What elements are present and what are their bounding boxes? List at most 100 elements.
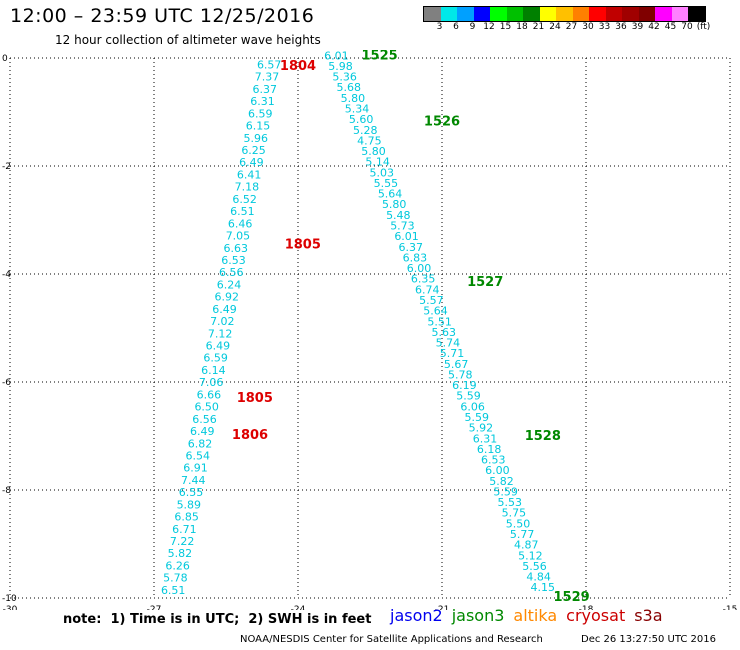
wave-height-value: 5.14: [365, 156, 390, 169]
satellite-legend: jason2 jason3 altika cryosat s3a: [390, 606, 672, 625]
y-tick-label: -6: [2, 378, 11, 388]
x-tick-label: -30: [3, 605, 18, 610]
color-scale-swatch: [605, 7, 622, 21]
wave-height-value: 5.64: [423, 305, 448, 318]
color-scale-swatch: [539, 7, 556, 21]
wave-height-value: 4.84: [526, 571, 551, 584]
wave-height-value: 6.31: [473, 432, 498, 445]
wave-height-value: 5.59: [493, 485, 518, 498]
color-scale-label: (ft): [696, 22, 711, 32]
satellite-legend-item: cryosat: [566, 606, 626, 625]
color-scale-swatch: [457, 7, 474, 21]
color-scale-label: 30: [582, 22, 594, 32]
wave-height-value: 6.59: [248, 107, 273, 120]
wave-height-value: 6.66: [197, 388, 222, 401]
wave-height-value: 5.48: [386, 209, 411, 222]
wave-height-value: 5.73: [390, 220, 415, 233]
wave-height-value: 5.77: [510, 528, 535, 541]
color-scale-swatch: [473, 7, 490, 21]
wave-height-value: 5.64: [378, 188, 403, 201]
color-scale-label: 6: [453, 22, 459, 32]
wave-height-value: 5.36: [332, 71, 357, 84]
color-scale-label: 36: [615, 22, 627, 32]
color-scale-label: 45: [664, 22, 677, 32]
pass-time-label: 1525: [362, 50, 398, 63]
wave-height-value: 7.18: [235, 181, 260, 194]
wave-height-value: 5.12: [518, 549, 543, 562]
wave-height-value: 5.63: [431, 326, 456, 339]
wave-height-value: 6.01: [394, 230, 419, 243]
altimeter-plot: -30 -27 -24 -21 -18 -150-2-4-6-8-106.577.376.…: [2, 50, 738, 610]
wave-height-value: 5.57: [419, 294, 444, 307]
wave-height-value: 6.06: [460, 400, 485, 413]
wave-height-value: 7.22: [170, 535, 195, 548]
color-scale-swatch: [490, 7, 507, 21]
x-tick-label: -15: [723, 605, 738, 610]
wave-height-value: 6.24: [217, 278, 242, 291]
color-scale-label: 33: [598, 22, 611, 32]
wave-height-value: 6.49: [239, 156, 264, 169]
x-tick-label: -24: [291, 605, 306, 610]
wave-height-value: 6.25: [241, 144, 266, 157]
wave-height-value: 6.53: [221, 254, 246, 267]
footer-note: note: 1) Time is in UTC; 2) SWH is in fe…: [63, 612, 372, 627]
color-scale-swatch: [589, 7, 606, 21]
color-scale-bar: [423, 6, 706, 22]
color-scale-swatch: [506, 7, 523, 21]
wave-height-value: 5.80: [361, 145, 386, 158]
x-tick-label: -21: [435, 605, 450, 610]
color-scale-swatch: [671, 7, 688, 21]
wave-height-value: 5.96: [244, 132, 269, 145]
pass-time-label: 1528: [525, 429, 561, 444]
chart-title: 12:00 – 23:59 UTC 12/25/2016: [10, 5, 315, 27]
wave-height-value: 6.83: [403, 251, 428, 264]
wave-height-value: 6.49: [190, 425, 215, 438]
wave-height-value: 6.35: [411, 273, 436, 286]
wave-height-value: 5.28: [353, 124, 378, 137]
wave-height-value: 5.71: [440, 347, 465, 360]
y-tick-label: 0: [2, 54, 8, 64]
color-scale-swatch: [655, 7, 672, 21]
wave-height-value: 5.98: [328, 60, 353, 73]
y-tick-label: -2: [2, 162, 11, 172]
wave-height-value: 5.78: [448, 368, 473, 381]
wave-height-value: 6.26: [165, 559, 190, 572]
color-scale-swatch: [688, 7, 705, 21]
wave-height-value: 5.50: [506, 517, 531, 530]
wave-height-value: 6.82: [188, 437, 213, 450]
wave-height-value: 5.68: [337, 81, 362, 94]
wave-height-value: 5.89: [177, 498, 202, 511]
wave-height-value: 6.50: [194, 401, 219, 414]
wave-height-value: 4.15: [531, 581, 556, 594]
wave-height-value: 6.01: [324, 50, 349, 62]
wave-height-value: 6.85: [174, 511, 199, 524]
wave-height-value: 5.67: [444, 358, 469, 371]
color-scale-label: 3: [436, 22, 443, 32]
wave-height-value: 5.03: [370, 166, 395, 179]
wave-height-value: 6.37: [398, 241, 423, 254]
color-scale-label: 18: [516, 22, 528, 32]
timestamp: Dec 26 13:27:50 UTC 2016: [581, 634, 716, 645]
wave-height-value: 6.52: [232, 193, 257, 206]
wave-height-value: 6.54: [186, 449, 211, 462]
wave-height-value: 5.60: [349, 113, 374, 126]
pass-time-label: 1527: [467, 275, 503, 290]
color-scale-swatch: [440, 7, 457, 21]
pass-time-label: 1529: [554, 590, 590, 605]
wave-height-value: 5.80: [341, 92, 366, 105]
wave-height-value: 6.15: [246, 120, 271, 133]
credit-line: NOAA/NESDIS Center for Satellite Applica…: [240, 634, 543, 645]
pass-time-label: 1805: [285, 237, 321, 252]
wave-height-value: 7.05: [226, 230, 251, 243]
color-scale-label: 15: [499, 22, 512, 32]
pass-time-label: 1806: [232, 428, 268, 443]
pass-time-label: 1805: [237, 391, 273, 406]
wave-height-value: 6.41: [237, 168, 262, 181]
x-tick-label: -27: [147, 605, 162, 610]
wave-height-value: 6.55: [179, 486, 204, 499]
wave-height-value: 5.55: [374, 177, 399, 190]
wave-height-value: 7.44: [181, 474, 206, 487]
wave-height-value: 6.19: [452, 379, 477, 392]
color-scale-label: 9: [469, 22, 476, 32]
wave-height-value: 5.92: [469, 422, 494, 435]
